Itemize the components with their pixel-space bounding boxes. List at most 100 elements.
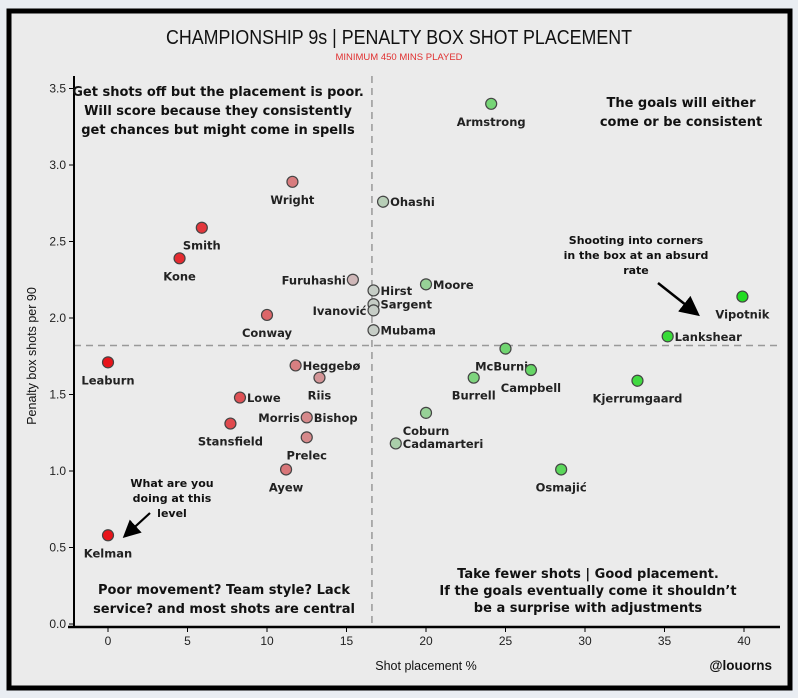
point-label: Smith <box>183 239 221 253</box>
point-label: Bishop <box>314 411 358 425</box>
y-tick-label: 0.5 <box>49 541 66 555</box>
chart-title: CHAMPIONSHIP 9s | PENALTY BOX SHOT PLACE… <box>166 27 632 49</box>
point-label: Lankshear <box>675 330 743 344</box>
data-point[interactable] <box>485 97 498 110</box>
quadrant-note-top-right: come or be consistent <box>600 115 762 130</box>
data-point[interactable] <box>195 221 208 234</box>
point-label: Ivanović <box>313 304 367 318</box>
data-point[interactable] <box>346 273 359 286</box>
data-point[interactable] <box>631 374 644 387</box>
point-label: Mubama <box>381 324 436 338</box>
point-label: Cadamarteri <box>403 437 484 451</box>
x-tick-label: 30 <box>578 634 592 648</box>
point-label: Sargent <box>381 298 433 312</box>
data-point[interactable] <box>300 431 313 444</box>
data-point[interactable] <box>376 195 390 208</box>
x-tick-label: 15 <box>340 634 354 648</box>
quadrant-note-bottom-right: Take fewer shots | Good placement. <box>457 567 719 582</box>
x-tick-label: 40 <box>737 634 751 648</box>
data-point[interactable] <box>300 411 313 424</box>
x-tick-label: 5 <box>184 634 191 648</box>
data-point[interactable] <box>419 406 433 419</box>
x-tick-label: 10 <box>260 634 274 648</box>
y-tick-label: 1.0 <box>49 464 66 478</box>
point-label: Wright <box>270 193 315 207</box>
x-tick-label: 25 <box>499 634 513 648</box>
data-point[interactable] <box>367 284 380 297</box>
x-tick-label: 20 <box>419 634 433 648</box>
point-label: Armstrong <box>457 115 526 129</box>
point-label: Coburn <box>403 424 450 438</box>
quadrant-note-top-left: Get shots off but the placement is poor. <box>72 85 364 100</box>
y-axis-label: Penalty box shots per 90 <box>25 287 39 425</box>
quadrant-note-top-right: The goals will either <box>606 96 756 111</box>
point-label: Ayew <box>269 480 304 494</box>
x-tick-label: 0 <box>105 634 112 648</box>
data-point[interactable] <box>233 391 247 404</box>
vipotnik-annotation: rate <box>623 264 649 277</box>
y-tick-label: 0.0 <box>49 617 66 631</box>
y-tick-label: 2.5 <box>49 235 66 249</box>
y-tick-label: 2.0 <box>49 311 66 325</box>
point-label: Leaburn <box>81 373 134 387</box>
data-point[interactable] <box>555 463 568 476</box>
point-label: Campbell <box>501 381 561 395</box>
data-point[interactable] <box>661 330 674 343</box>
point-label: McBurnie <box>475 360 536 374</box>
y-tick-label: 3.0 <box>49 158 66 172</box>
point-label: Stansfield <box>198 435 263 449</box>
quadrant-note-bottom-left: Poor movement? Team style? Lack <box>98 583 350 598</box>
data-point[interactable] <box>313 371 326 384</box>
point-label: Kelman <box>84 546 132 560</box>
data-point[interactable] <box>367 304 380 317</box>
quadrant-note-top-left: Will score because they consistently <box>84 104 352 119</box>
point-label: Morris <box>258 411 300 425</box>
kelman-annotation: What are you <box>130 477 213 490</box>
point-label: Kjerrumgaard <box>593 392 683 406</box>
y-tick-label: 1.5 <box>49 388 66 402</box>
y-tick-label: 3.5 <box>49 82 66 96</box>
quadrant-note-bottom-right: If the goals eventually come it shouldn’… <box>439 584 736 599</box>
data-point[interactable] <box>101 529 115 542</box>
point-label: Conway <box>242 326 293 340</box>
point-label: Heggebø <box>303 359 361 373</box>
point-label: Hirst <box>381 284 413 298</box>
quadrant-note-bottom-left: service? and most shots are central <box>93 602 355 617</box>
point-label: Osmajić <box>536 480 587 494</box>
vipotnik-annotation: Shooting into corners <box>569 234 704 247</box>
point-label: Ohashi <box>390 195 435 209</box>
kelman-annotation: level <box>157 507 187 520</box>
data-point[interactable] <box>279 463 293 476</box>
kelman-annotation: doing at this <box>133 492 212 505</box>
data-point[interactable] <box>499 342 512 355</box>
data-point[interactable] <box>224 417 237 430</box>
quadrant-note-top-left: get chances but might come in spells <box>81 123 355 138</box>
arrow-icon <box>657 282 700 317</box>
quadrant-note-bottom-right: be a surprise with adjustments <box>474 601 703 616</box>
vipotnik-annotation: in the box at an absurd <box>564 249 709 262</box>
data-point[interactable] <box>736 290 749 303</box>
data-point[interactable] <box>289 359 302 372</box>
x-axis-label: Shot placement % <box>375 659 476 673</box>
x-tick-label: 35 <box>658 634 672 648</box>
data-point[interactable] <box>524 363 538 377</box>
point-label: Vipotnik <box>715 308 769 322</box>
data-point[interactable] <box>260 308 274 322</box>
data-point[interactable] <box>286 175 299 188</box>
point-label: Moore <box>433 278 474 292</box>
data-point[interactable] <box>101 356 115 369</box>
data-point[interactable] <box>467 371 480 384</box>
credit-handle: @louorns <box>709 658 772 673</box>
point-label: Prelec <box>287 448 328 462</box>
data-point[interactable] <box>173 252 186 265</box>
point-label: Furuhashi <box>282 273 346 287</box>
data-point[interactable] <box>419 278 433 291</box>
chart-subtitle: MINIMUM 450 MINS PLAYED <box>335 52 462 63</box>
data-point[interactable] <box>389 437 402 450</box>
point-label: Lowe <box>247 391 281 405</box>
chart-frame <box>6 8 793 691</box>
point-label: Kone <box>163 269 196 283</box>
data-point[interactable] <box>367 324 380 337</box>
